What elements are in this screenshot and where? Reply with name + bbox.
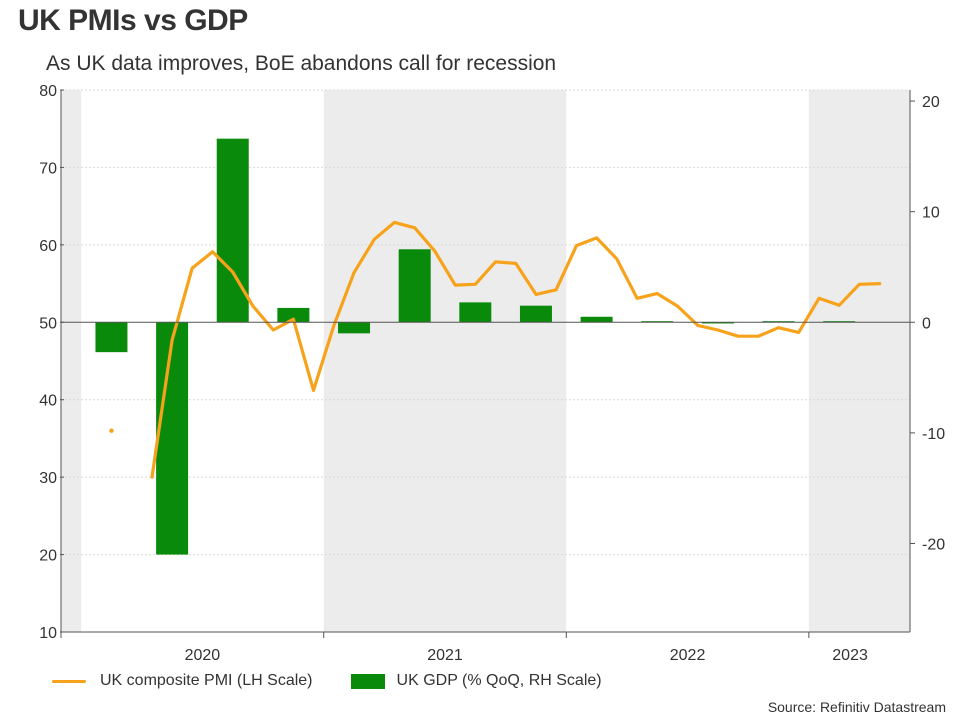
pmi-point-7: [291, 317, 295, 321]
gdp-bar-4: [338, 322, 371, 334]
pmi-point-2: [190, 266, 194, 270]
left-tick-70: 70: [39, 160, 57, 177]
pmi-point-8: [312, 389, 315, 392]
gdp-bar-3: [277, 307, 310, 323]
pmi-point-13: [413, 226, 417, 230]
right-axis: -20 -10 0 10 20: [910, 94, 945, 554]
pmi-point-1: [170, 338, 174, 342]
gdp-bar-0: [95, 322, 128, 353]
pmi-point-6: [271, 328, 275, 332]
right-tick--10: -10: [922, 426, 945, 443]
pmi-point-3: [211, 250, 215, 254]
gdp-bar-7: [519, 305, 552, 323]
left-tick-30: 30: [39, 470, 57, 487]
left-tick-10: 10: [39, 625, 57, 642]
legend-label-pmi: UK composite PMI (LH Scale): [100, 672, 313, 689]
gdp-bar-8: [580, 316, 613, 323]
shade-band-1: [323, 90, 567, 632]
pmi-point-27: [696, 323, 700, 327]
pmi-point-15: [453, 283, 457, 287]
pmi-point-22: [595, 236, 598, 240]
pmi-point-35: [857, 282, 861, 286]
pmi-point-0: [150, 475, 154, 479]
left-tick-60: 60: [39, 238, 57, 255]
pmi-point-19: [534, 293, 538, 296]
pmi-point-34: [837, 303, 841, 307]
x-tick-label-2020: 2020: [185, 647, 221, 664]
x-axis: 2020 2021 2022 2023: [60, 632, 868, 664]
shaded-year-bands: [61, 90, 910, 632]
pmi-point-17: [494, 260, 497, 264]
pmi-point-28: [716, 328, 720, 332]
pmi-point-4: [231, 270, 235, 274]
legend: UK composite PMI (LH Scale) UK GDP (% Qo…: [52, 672, 640, 690]
legend-line-swatch: [52, 679, 86, 683]
right-tick-10: 10: [922, 205, 940, 222]
legend-label-gdp: UK GDP (% QoQ, RH Scale): [396, 672, 602, 689]
gdp-bar-9: [641, 321, 674, 323]
x-tick-label-2023: 2023: [832, 647, 868, 664]
gdp-bar-10: [701, 322, 734, 324]
left-tick-50: 50: [39, 315, 57, 332]
left-tick-80: 80: [39, 83, 57, 100]
right-tick-20: 20: [922, 94, 940, 111]
gdp-bar-1: [156, 322, 189, 555]
pmi-point-30: [756, 334, 760, 338]
pmi-point-11: [372, 238, 376, 241]
right-tick--20: -20: [922, 537, 945, 554]
gdp-bar-2: [216, 138, 249, 323]
source-note: Source: Refinitiv Datastream: [767, 699, 946, 715]
left-tick-20: 20: [39, 548, 57, 565]
gdp-bar-11: [762, 321, 795, 323]
gdp-bars: [95, 138, 856, 555]
pmi-point-21: [575, 244, 578, 248]
axes: [60, 90, 911, 633]
pmi-point-18: [514, 262, 518, 265]
left-axis: 10 20 30 40 50 60 70 80: [39, 83, 64, 642]
right-tick-0: 0: [922, 315, 931, 332]
gdp-bar-12: [823, 321, 856, 323]
x-tick-label-2021: 2021: [427, 647, 463, 664]
pmi-point-10: [352, 271, 356, 275]
pmi-point-20: [554, 288, 558, 292]
pmi-point-31: [777, 326, 780, 330]
shade-band-0: [61, 90, 82, 632]
pmi-isolated-point: [109, 428, 114, 433]
pmi-point-16: [473, 282, 477, 286]
pmi-point-29: [736, 334, 740, 338]
pmi-point-23: [615, 257, 619, 261]
pmi-point-9: [332, 323, 336, 327]
pmi-point-12: [393, 221, 396, 224]
pmi-point-36: [878, 282, 882, 285]
legend-item-gdp[interactable]: UK GDP (% QoQ, RH Scale): [350, 672, 602, 690]
gdp-bar-5: [398, 249, 431, 323]
pmi-point-32: [797, 330, 801, 334]
pmi-point-26: [675, 304, 679, 308]
pmi-point-24: [635, 296, 639, 300]
chart-subtitle: As UK data improves, BoE abandons call f…: [46, 52, 557, 75]
pmi-point-5: [251, 304, 255, 308]
pmi-point-33: [817, 296, 821, 300]
pmi-point-25: [655, 292, 659, 296]
left-tick-40: 40: [39, 393, 57, 410]
x-tick-label-2022: 2022: [670, 647, 706, 664]
shade-band-2: [808, 90, 910, 632]
pmi-line-layer: [109, 220, 882, 479]
gdp-bar-6: [459, 302, 492, 323]
pmi-point-14: [433, 249, 437, 253]
legend-item-pmi[interactable]: UK composite PMI (LH Scale): [52, 672, 313, 690]
legend-bar-swatch: [350, 673, 385, 689]
chart-title: UK PMIs vs GDP: [18, 4, 248, 37]
